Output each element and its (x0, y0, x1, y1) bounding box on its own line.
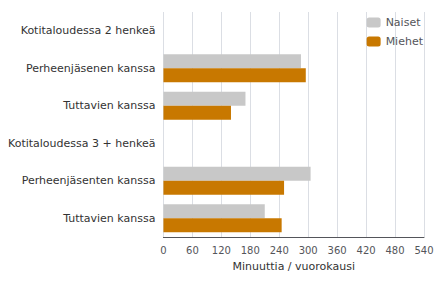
svg-text:0: 0 (160, 245, 166, 256)
svg-text:240: 240 (270, 245, 289, 256)
svg-text:Minuuttia / vuorokausi: Minuuttia / vuorokausi (232, 260, 354, 273)
svg-text:Kotitaloudessa 3 + henkeä: Kotitaloudessa 3 + henkeä (8, 137, 155, 150)
svg-text:Perheenjäsenten kanssa: Perheenjäsenten kanssa (22, 174, 156, 187)
svg-text:540: 540 (414, 245, 433, 256)
svg-text:180: 180 (241, 245, 260, 256)
svg-text:300: 300 (299, 245, 318, 256)
svg-text:Naiset: Naiset (386, 16, 422, 29)
svg-text:Perheenjäsenen kanssa: Perheenjäsenen kanssa (26, 62, 155, 75)
svg-text:Kotitaloudessa 2 henkeä: Kotitaloudessa 2 henkeä (21, 24, 156, 37)
svg-text:60: 60 (186, 245, 199, 256)
svg-text:Tuttavien kanssa: Tuttavien kanssa (62, 99, 155, 112)
svg-text:Tuttavien kanssa: Tuttavien kanssa (62, 212, 155, 225)
svg-text:420: 420 (357, 245, 376, 256)
svg-text:480: 480 (386, 245, 405, 256)
svg-text:360: 360 (328, 245, 347, 256)
svg-text:Miehet: Miehet (386, 35, 424, 48)
svg-text:120: 120 (212, 245, 231, 256)
